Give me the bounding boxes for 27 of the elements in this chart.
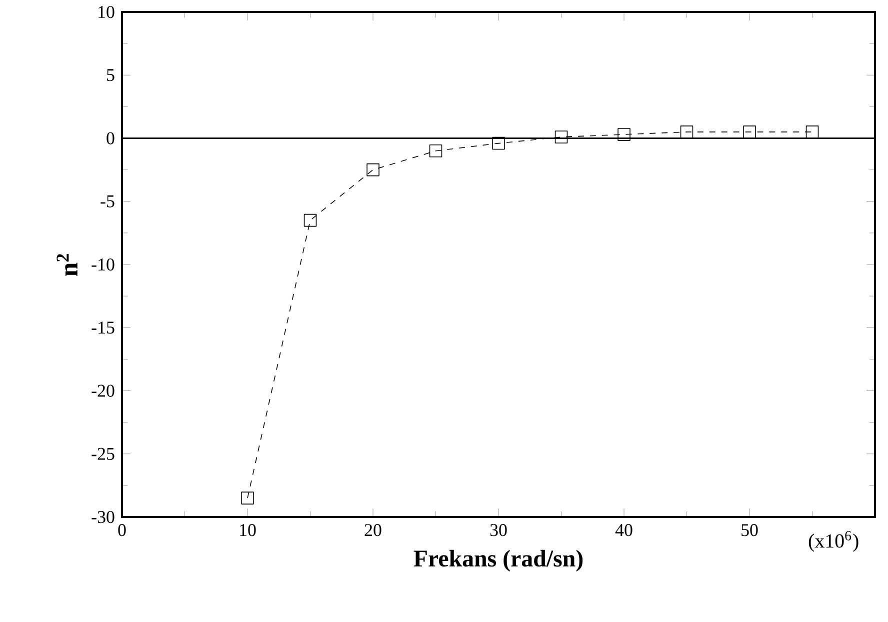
- point: [618, 128, 630, 141]
- point: [366, 163, 380, 176]
- x-axis-title: Frekans (rad/sn): [414, 550, 583, 572]
- x-tick-label: 10: [240, 524, 256, 536]
- point: [429, 144, 442, 158]
- point: [492, 136, 505, 150]
- x-tick-label: 0: [118, 524, 126, 536]
- point: [554, 130, 568, 144]
- text: (x10$^{6}$): [808, 531, 858, 552]
- point: [241, 492, 254, 504]
- y-tick-label: -25: [92, 448, 114, 460]
- y-axis-title: n$^{2}$: [56, 254, 78, 276]
- point: [806, 126, 819, 138]
- point: [304, 214, 317, 227]
- y-tick-label: -5: [100, 195, 114, 208]
- y-tick-label: -20: [92, 384, 114, 397]
- y-tick-label: -10: [92, 258, 114, 271]
- point: [680, 126, 694, 138]
- y-tick-label: 0: [106, 132, 114, 144]
- x-tick-label: 20: [364, 524, 382, 536]
- y-tick-label: 10: [98, 6, 114, 18]
- y-tick-label: -15: [92, 322, 114, 334]
- x-tick-label: 30: [490, 524, 507, 536]
- x-tick-label: 50: [742, 524, 758, 536]
- y-tick-label: -30: [92, 510, 114, 524]
- x-tick-label: 40: [615, 524, 632, 536]
- y-tick-label: 5: [107, 69, 114, 82]
